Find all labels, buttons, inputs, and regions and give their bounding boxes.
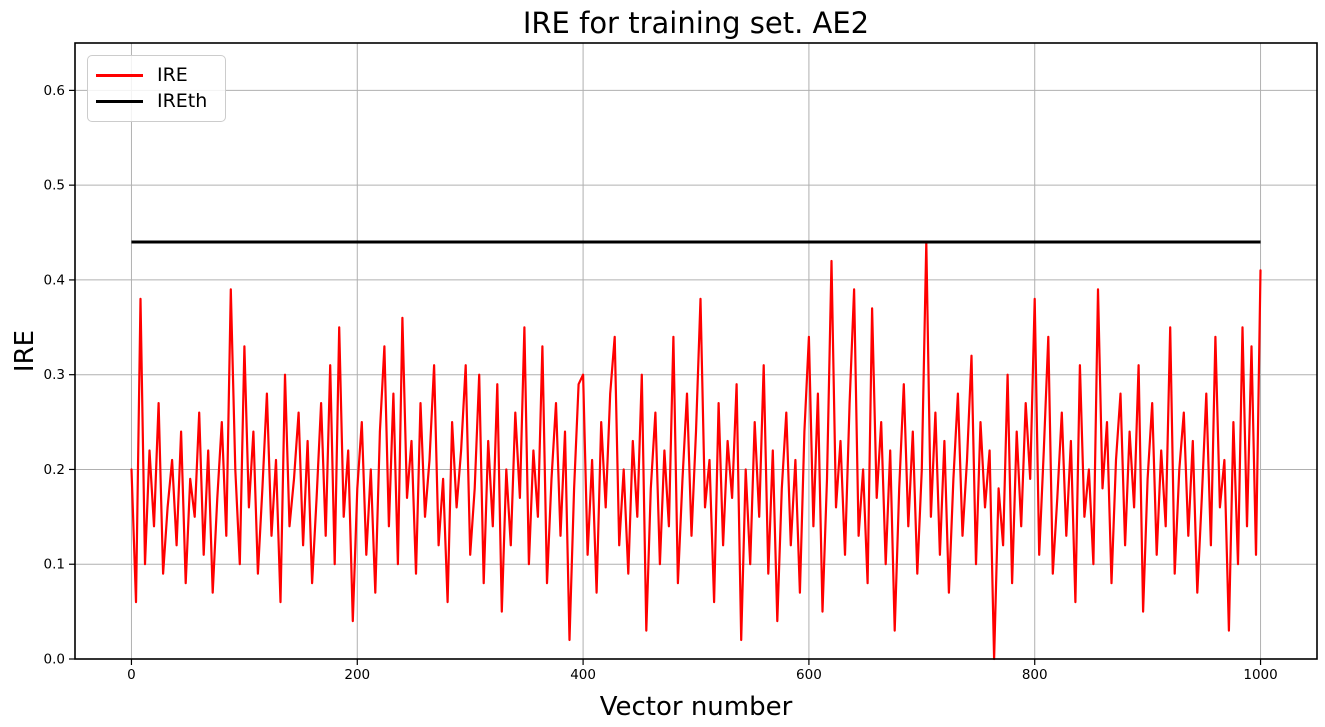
x-tick-label: 200 [344, 667, 370, 683]
x-tick-label: 1000 [1243, 667, 1277, 683]
axes-spines [74, 42, 1318, 660]
data-line-ire [130, 240, 1262, 661]
x-tick-label: 800 [1022, 667, 1048, 683]
x-tick-label: 600 [796, 667, 822, 683]
y-tick-label: 0.2 [44, 462, 65, 478]
y-tick-label: 0.0 [44, 652, 65, 668]
y-axis-label: IRE [10, 329, 40, 373]
x-tick-label: 400 [570, 667, 596, 683]
y-tick-label: 0.5 [44, 178, 65, 194]
legend: IRE IREth [87, 55, 226, 122]
y-tick-label: 0.6 [44, 83, 65, 99]
y-tick-label: 0.1 [44, 557, 65, 573]
y-tick-label: 0.3 [44, 367, 65, 383]
legend-label-ireth: IREth [157, 90, 208, 113]
y-tick-label: 0.4 [44, 272, 65, 288]
legend-line-sample-red [96, 73, 143, 77]
x-tick-label: 0 [127, 667, 136, 683]
legend-label-ire: IRE [157, 63, 188, 86]
x-axis-label: Vector number [599, 692, 793, 722]
legend-entry-ire: IRE [88, 63, 225, 86]
chart-title: IRE for training set. AE2 [522, 6, 870, 40]
legend-entry-ireth: IREth [88, 92, 225, 111]
legend-line-sample-black [96, 100, 143, 104]
